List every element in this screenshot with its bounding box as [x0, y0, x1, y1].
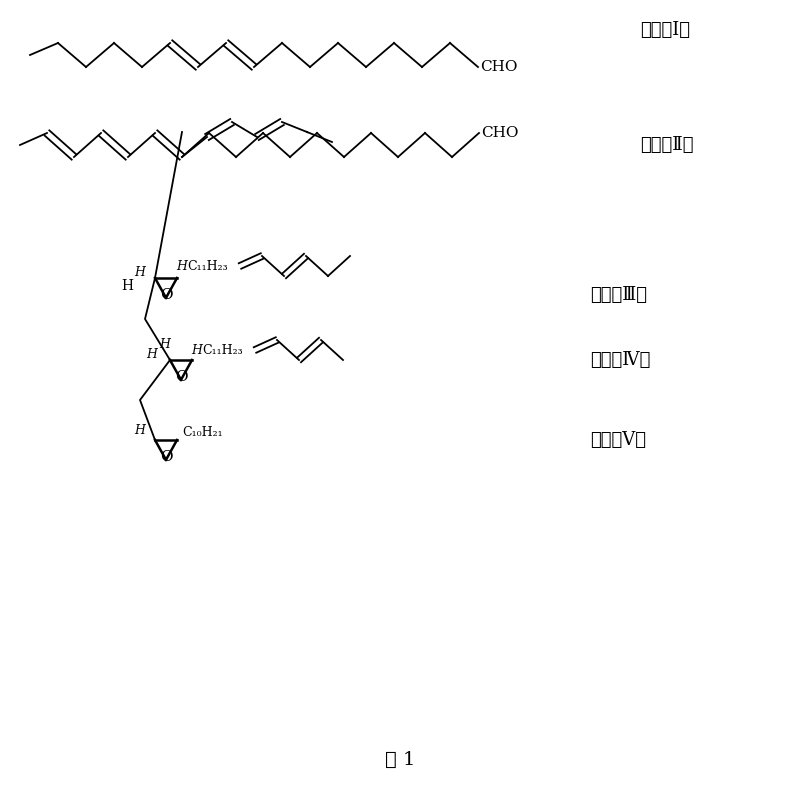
Text: H: H	[146, 349, 158, 362]
Text: H: H	[121, 279, 133, 293]
Text: C₁₀H₂₁: C₁₀H₂₁	[182, 425, 222, 438]
Text: H: H	[177, 260, 187, 273]
Text: CHO: CHO	[480, 60, 518, 74]
Text: 图 1: 图 1	[385, 751, 415, 769]
Text: （组分Ⅴ）: （组分Ⅴ）	[590, 431, 646, 449]
Text: （组分Ⅳ）: （组分Ⅳ）	[590, 351, 650, 369]
Text: O: O	[160, 449, 172, 464]
Text: C₁₁H₂₃: C₁₁H₂₃	[187, 260, 228, 273]
Text: （组分Ⅲ）: （组分Ⅲ）	[590, 286, 647, 304]
Text: H: H	[191, 344, 202, 357]
Text: H: H	[134, 424, 146, 437]
Text: O: O	[160, 288, 172, 302]
Text: （组分Ⅱ）: （组分Ⅱ）	[640, 136, 694, 154]
Text: CHO: CHO	[481, 126, 518, 140]
Text: H: H	[159, 337, 170, 350]
Text: （组分Ⅰ）: （组分Ⅰ）	[640, 21, 690, 39]
Text: H: H	[134, 266, 146, 279]
Text: O: O	[174, 370, 187, 384]
Text: C₁₁H₂₃: C₁₁H₂₃	[202, 344, 242, 357]
